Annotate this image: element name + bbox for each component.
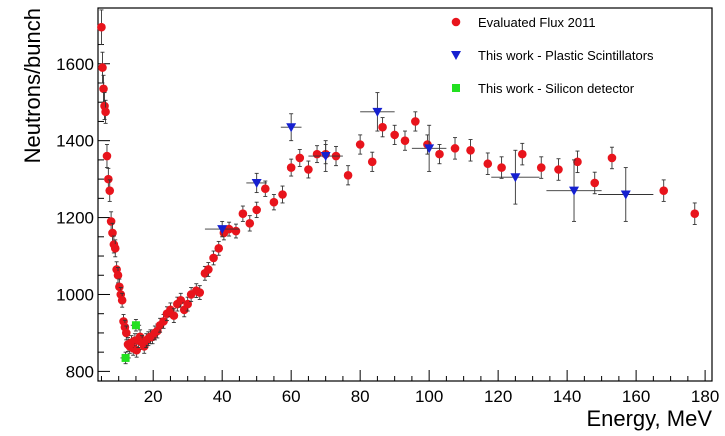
point-0-61 [286,163,296,172]
point-0-19 [121,328,131,338]
x-axis-title: Energy, MeV [586,406,712,431]
point-1-0 [217,225,228,235]
legend-label-2: This work - Silicon detector [478,81,635,96]
x-tick-label-180: 180 [691,387,719,406]
point-0-47 [195,288,205,297]
point-0-49 [204,265,213,274]
point-0-60 [278,190,287,199]
point-0-7 [105,186,115,195]
point-0-58 [260,184,270,194]
point-1-6 [510,173,521,183]
point-0-11 [110,244,120,253]
point-0-67 [343,170,353,180]
point-0-50 [209,253,218,263]
point-0-59 [269,197,279,207]
point-0-9 [108,228,117,238]
y-tick-label-1600: 1600 [56,55,94,74]
point-0-13 [113,270,123,280]
axis-ticks [98,24,706,381]
legend-marker-0 [451,17,461,27]
point-0-4 [101,107,110,117]
point-0-40 [169,311,179,320]
point-0-70 [378,122,387,132]
point-0-16 [117,295,127,305]
point-0-71 [390,130,399,140]
x-tick-label-80: 80 [351,387,370,406]
point-0-25 [132,345,141,355]
series-0 [97,9,700,358]
point-2-0 [121,353,130,362]
point-0-44 [183,299,192,309]
point-0-68 [355,140,365,149]
point-0-80 [517,149,527,159]
point-0-2 [99,84,108,94]
x-tick-label-120: 120 [484,387,512,406]
point-0-42 [176,295,186,305]
legend: Evaluated Flux 2011 This work - Plastic S… [451,15,654,96]
point-0-87 [690,209,700,219]
point-0-57 [252,205,261,215]
point-1-7 [569,186,580,196]
point-0-82 [554,165,563,174]
y-tick-label-1400: 1400 [56,132,94,151]
point-0-77 [466,145,475,155]
y-tick-label-800: 800 [66,362,94,381]
point-2-1 [131,321,140,330]
point-0-84 [590,178,600,188]
point-1-4 [372,107,383,117]
point-0-86 [659,186,669,195]
point-1-3 [320,152,331,162]
x-tick-label-20: 20 [144,387,163,406]
x-tick-label-60: 60 [282,387,301,406]
point-1-2 [286,123,297,133]
x-tick-label-40: 40 [213,387,232,406]
legend-marker-2 [452,84,460,92]
point-0-81 [536,163,546,172]
point-0-1 [98,63,107,72]
point-0-79 [497,163,506,172]
point-1-8 [620,190,631,200]
point-0-0 [97,22,106,32]
x-tick-label-160: 160 [622,387,650,406]
legend-label-1: This work - Plastic Scintillators [478,48,654,63]
x-tick-label-100: 100 [415,387,443,406]
point-1-5 [424,144,435,154]
point-0-63 [304,165,313,174]
legend-label-0: Evaluated Flux 2011 [478,15,596,30]
axis-tick-labels: 20 40 60 80 100 120 140 160 180 800 1000 1200 1400 16… [56,55,719,406]
point-0-78 [483,159,493,169]
point-0-54 [231,226,241,236]
point-0-56 [245,219,255,228]
point-1-1 [251,178,262,188]
plot-frame [97,7,713,382]
legend-marker-1 [451,51,461,60]
point-0-64 [312,149,322,159]
point-0-75 [435,149,444,159]
point-0-5 [102,151,112,161]
point-0-73 [411,117,420,126]
point-0-76 [450,144,460,153]
series-2 [120,319,142,365]
data-points [97,9,700,365]
point-0-72 [400,136,410,145]
x-tick-label-140: 140 [553,387,581,406]
point-0-51 [214,244,224,253]
y-tick-label-1200: 1200 [56,209,94,228]
point-0-6 [104,174,113,184]
y-axis-title: Neutrons/bunch [20,8,45,163]
point-0-14 [115,282,124,292]
point-0-37 [159,317,168,326]
y-tick-label-1000: 1000 [56,285,94,304]
point-0-8 [106,217,116,226]
series-1 [204,92,654,238]
point-0-85 [607,153,617,163]
point-0-62 [295,153,305,163]
point-0-55 [238,209,248,219]
point-0-69 [367,157,377,167]
